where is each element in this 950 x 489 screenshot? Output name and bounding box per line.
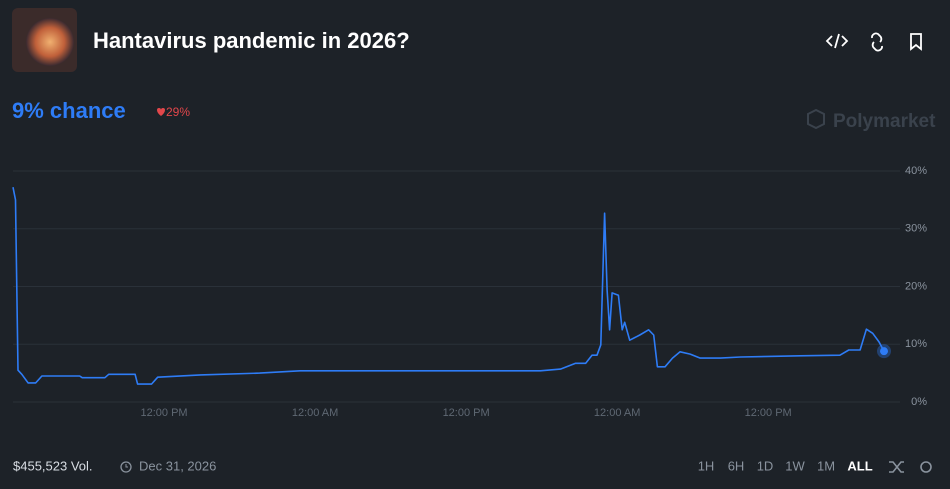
volume: $455,523 Vol.	[13, 458, 93, 473]
x-tick-label: 12:00 PM	[745, 407, 792, 419]
x-tick-label: 12:00 PM	[140, 407, 187, 419]
y-tick-label: 10%	[905, 338, 927, 350]
settings-button[interactable]	[920, 461, 932, 473]
brand-logo	[807, 108, 825, 130]
clock-icon	[120, 461, 132, 473]
y-tick-label: 40%	[905, 165, 927, 177]
x-tick-label: 12:00 AM	[594, 407, 640, 419]
virus-image	[26, 18, 74, 66]
link-button[interactable]	[871, 32, 883, 52]
end-date: Dec 31, 2026	[139, 458, 216, 473]
shuffle-button[interactable]	[889, 461, 904, 473]
x-tick-label: 12:00 PM	[443, 407, 490, 419]
y-tick-label: 20%	[905, 280, 927, 292]
footer-icons	[889, 461, 932, 473]
embed-button[interactable]	[825, 33, 849, 49]
timeframe-button[interactable]: 1W	[785, 458, 805, 473]
market-title: Hantavirus pandemic in 2026?	[93, 28, 410, 53]
price-line	[12, 187, 885, 385]
timeframe-button[interactable]: ALL	[847, 458, 872, 473]
timeframe-button[interactable]: 1H	[698, 458, 715, 473]
bookmark-button[interactable]	[910, 33, 922, 51]
y-tick-label: 0%	[911, 396, 927, 408]
chance: 9% chance	[12, 98, 126, 123]
actions	[825, 32, 922, 52]
timeframe-button[interactable]: 1D	[757, 458, 774, 473]
x-tick-label: 12:00 AM	[292, 407, 338, 419]
current-point	[880, 347, 888, 356]
timeframe-button[interactable]: 1M	[817, 458, 835, 473]
brand: Polymarket	[833, 111, 936, 132]
change-icon	[157, 108, 165, 116]
timeframe-button[interactable]: 6H	[728, 458, 745, 473]
clock-hands	[125, 464, 128, 468]
change: 29%	[166, 105, 190, 119]
y-tick-label: 30%	[905, 223, 927, 235]
